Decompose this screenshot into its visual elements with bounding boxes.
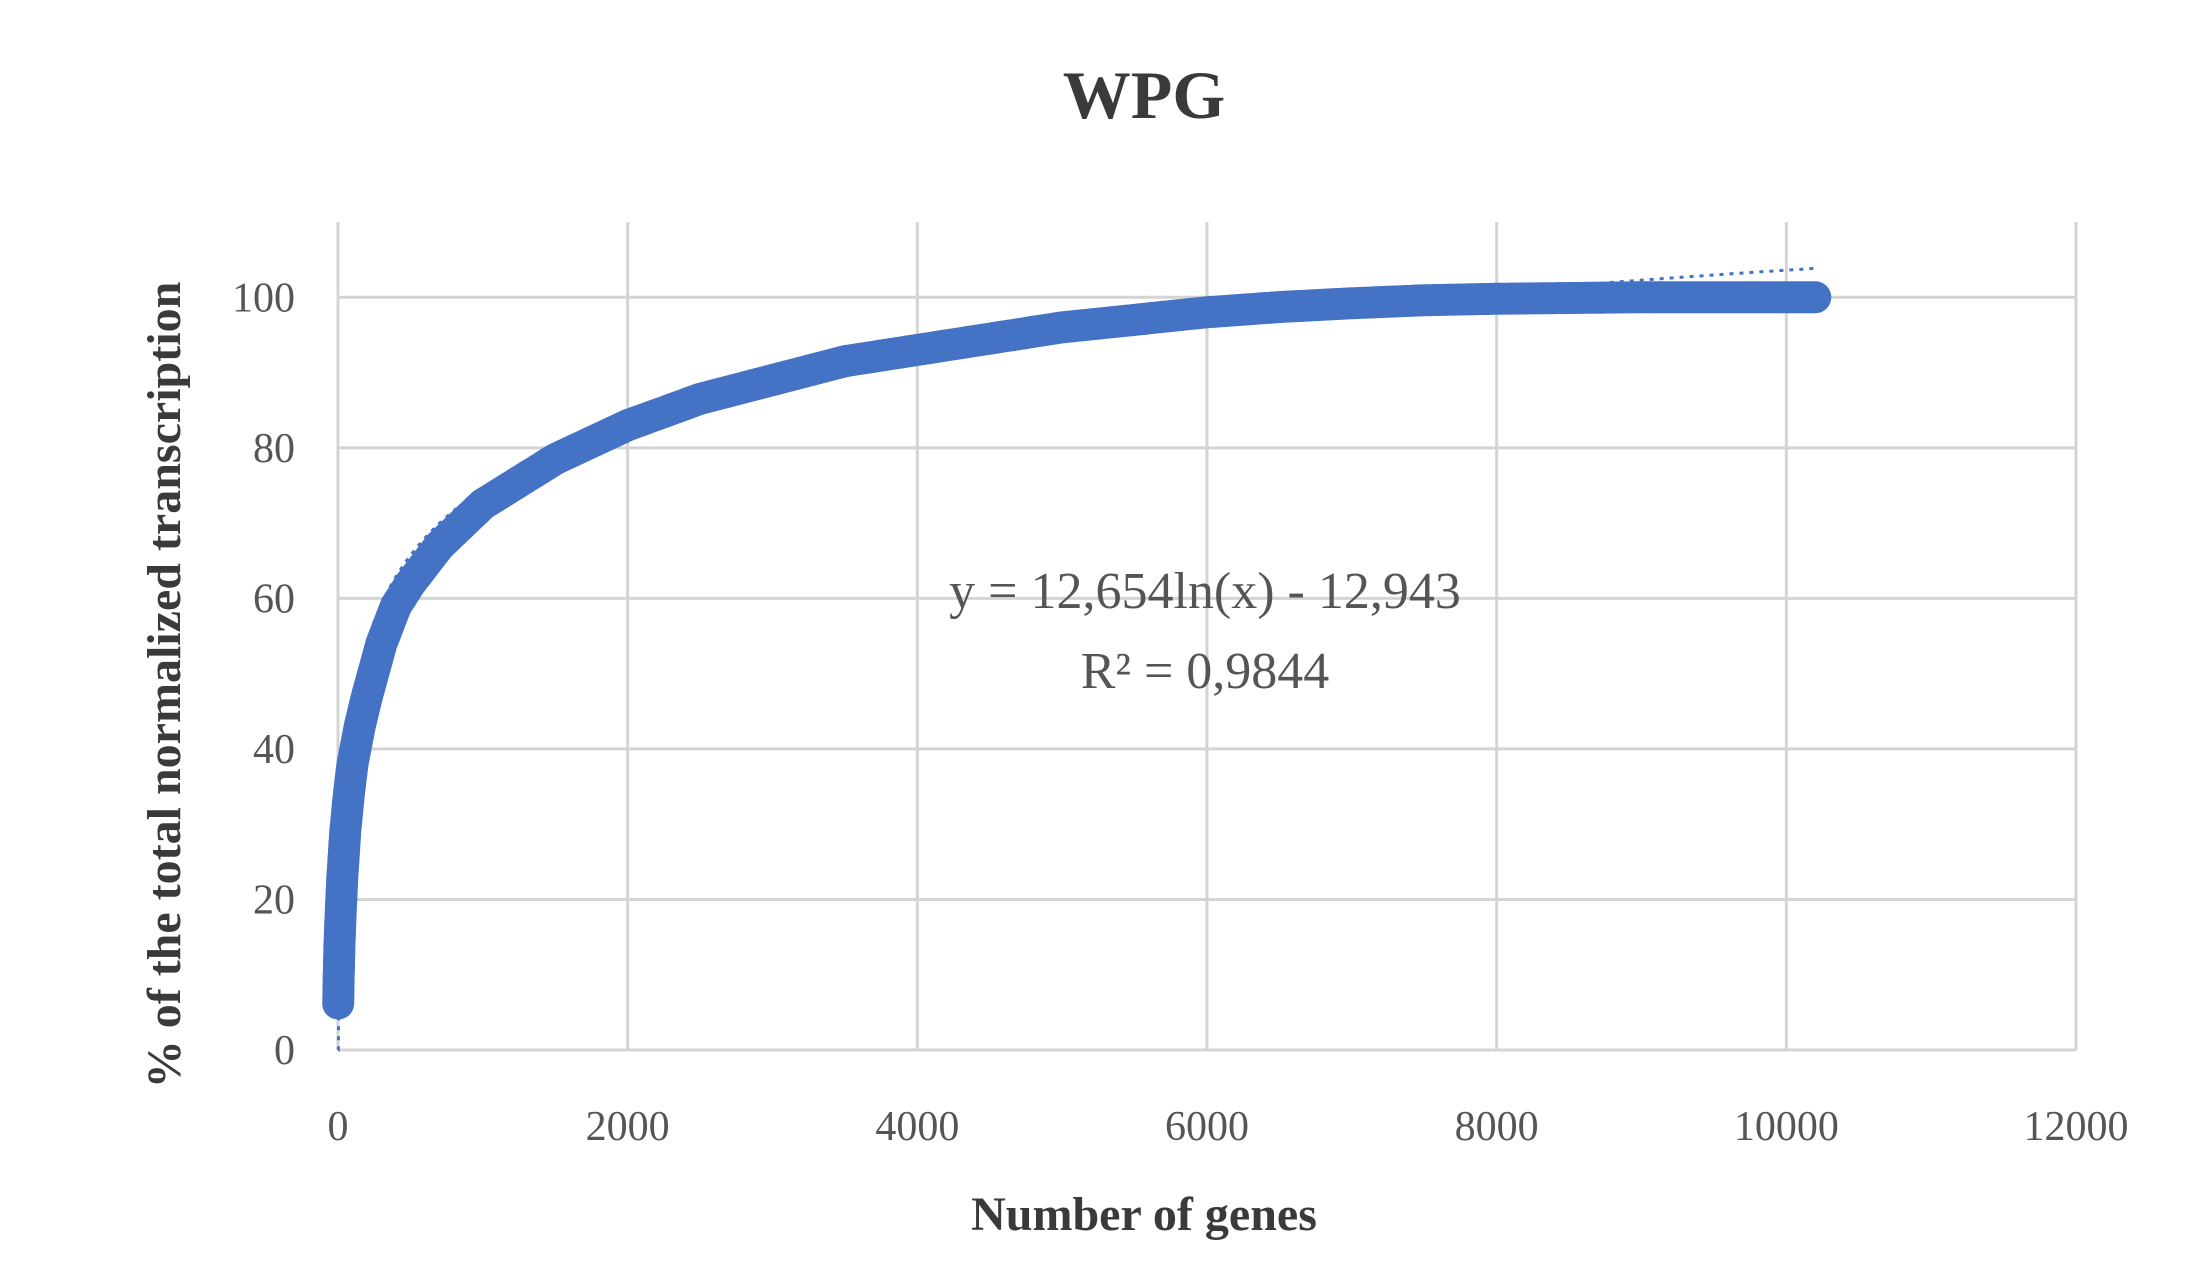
x-tick-labels: 0 2000 4000 6000 8000 10000 12000 — [328, 1104, 2129, 1150]
chart-title: WPG — [1063, 57, 1225, 133]
y-axis-label: % of the total normalized transcription — [138, 282, 191, 1089]
x-axis-label: Number of genes — [971, 1188, 1317, 1241]
x-tick-label: 8000 — [1455, 1104, 1539, 1150]
y-tick-label: 40 — [253, 727, 295, 773]
y-tick-label: 60 — [253, 576, 295, 622]
trendline — [336, 266, 1816, 1052]
x-tick-label: 4000 — [875, 1104, 959, 1150]
y-tick-label: 20 — [253, 877, 295, 923]
y-tick-label: 80 — [253, 426, 295, 472]
trendline-equation: y = 12,654ln(x) - 12,943 — [949, 563, 1461, 620]
x-tick-label: 10000 — [1734, 1104, 1839, 1150]
data-points — [322, 281, 1832, 1020]
r-squared-label: R² = 0,9844 — [1081, 643, 1330, 700]
y-tick-label: 100 — [232, 275, 295, 321]
x-tick-label: 6000 — [1165, 1104, 1249, 1150]
x-tick-label: 2000 — [586, 1104, 670, 1150]
y-tick-label: 0 — [274, 1028, 295, 1074]
trendline-path — [336, 266, 1816, 1052]
data-point — [1799, 281, 1832, 314]
y-tick-labels: 0 20 40 60 80 100 — [232, 275, 295, 1074]
x-tick-label: 12000 — [2024, 1104, 2129, 1150]
x-tick-label: 0 — [328, 1104, 349, 1150]
grid — [336, 222, 2078, 1052]
